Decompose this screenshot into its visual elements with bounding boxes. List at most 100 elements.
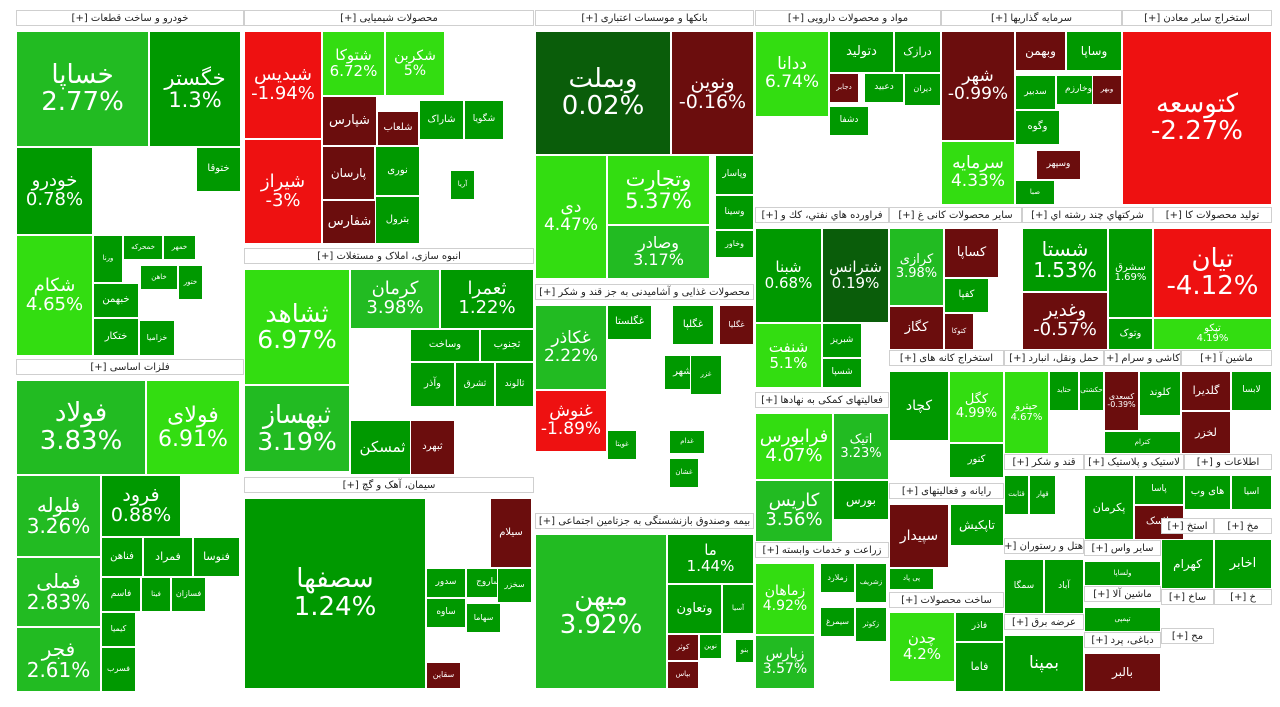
stock-tile[interactable]: اسیا [1231, 475, 1272, 510]
stock-tile[interactable]: شسپا [822, 358, 862, 388]
stock-tile[interactable]: فملی 2.83% [16, 557, 101, 627]
stock-tile[interactable]: سهاما [466, 603, 501, 633]
stock-tile[interactable]: فولاد 3.83% [16, 380, 146, 475]
stock-tile[interactable]: ثبهساز 3.19% [244, 385, 350, 472]
stock-tile[interactable]: شیراز -3% [244, 139, 322, 244]
stock-tile[interactable]: وبهر [1092, 75, 1122, 105]
stock-tile[interactable]: سیلام [490, 498, 532, 568]
stock-tile[interactable]: شبنا 0.68% [755, 228, 822, 323]
stock-tile[interactable]: های وب [1184, 475, 1231, 510]
stock-tile[interactable]: ختکار [93, 318, 139, 356]
stock-tile[interactable]: گلدیرا [1181, 371, 1231, 411]
sector-header[interactable]: عرضه برق [+] [1004, 614, 1084, 630]
sector-header[interactable]: ماشین آ [+] [1181, 350, 1272, 366]
stock-tile[interactable]: وگوه [1015, 110, 1060, 145]
stock-tile[interactable]: شبدیس -1.94% [244, 31, 322, 139]
stock-tile[interactable]: شنفت 5.1% [755, 323, 822, 388]
stock-tile[interactable]: غگلیا [719, 305, 754, 345]
stock-tile[interactable]: خمحرکه [123, 235, 163, 260]
stock-tile[interactable]: کگاز [889, 306, 944, 350]
stock-tile[interactable]: زکوثر [855, 607, 887, 642]
stock-tile[interactable]: سدبیر [1015, 75, 1056, 110]
sector-header[interactable]: حمل ونقل، انبارد [+] [1004, 350, 1104, 366]
stock-tile[interactable]: آباد [1044, 559, 1084, 614]
stock-tile[interactable]: سمگا [1004, 559, 1044, 614]
sector-header[interactable]: خ [+] [1214, 589, 1272, 605]
stock-tile[interactable]: فسرب [101, 647, 136, 692]
stock-tile[interactable]: سخزر [497, 568, 532, 603]
sector-header[interactable]: ماشین آلا [+] [1084, 586, 1161, 602]
sector-header[interactable]: انبوه سازی، املاک و مستغلات [+] [244, 248, 534, 264]
stock-tile[interactable]: ما 1.44% [667, 534, 754, 584]
sector-header[interactable]: فلزات اساسی [+] [16, 359, 244, 375]
sector-header[interactable]: سایر محصولات کانی غ [+] [889, 207, 1022, 223]
stock-tile[interactable]: وخاور [715, 230, 754, 258]
stock-tile[interactable]: شکام 4.65% [16, 235, 93, 356]
sector-header[interactable]: زراعت و خدمات وابسته [+] [755, 542, 889, 558]
stock-tile[interactable]: ثمسکن [350, 420, 415, 475]
stock-tile[interactable]: ثشرق [455, 362, 495, 407]
stock-tile[interactable]: شتوکا 6.72% [322, 31, 385, 96]
sector-header[interactable]: رایانه و فعالیتهای [+] [889, 483, 1004, 499]
stock-tile[interactable]: خبهمن [93, 283, 139, 318]
stock-tile[interactable]: تیان -4.12% [1153, 228, 1272, 318]
sector-header[interactable]: بیمه وصندوق بازنشستگی به جزتامین اجتماعی… [535, 513, 754, 529]
sector-header[interactable]: استخراج سایر معادن [+] [1122, 10, 1272, 26]
stock-tile[interactable]: دعبید [864, 73, 904, 103]
stock-tile[interactable]: فسازان [171, 577, 206, 612]
stock-tile[interactable]: شلعاب [377, 111, 419, 146]
sector-header[interactable]: دباغی، پرد [+] [1084, 632, 1161, 648]
stock-tile[interactable]: بنو [735, 639, 754, 663]
stock-tile[interactable]: اتیک 3.23% [833, 413, 889, 480]
stock-tile[interactable]: قثابت [1004, 475, 1029, 515]
stock-tile[interactable]: کترام [1104, 431, 1181, 454]
stock-tile[interactable]: خودرو 0.78% [16, 147, 93, 235]
stock-tile[interactable]: نوین [699, 634, 722, 659]
stock-tile[interactable]: صبا [1015, 180, 1055, 205]
stock-tile[interactable]: وسپهر [1036, 150, 1081, 180]
stock-tile[interactable]: غگلپا [672, 305, 714, 345]
stock-tile[interactable]: سقاین [426, 662, 461, 689]
sector-header[interactable]: استخراج کانه های [+] [889, 350, 1004, 366]
stock-tile[interactable]: کنور [949, 443, 1004, 478]
stock-tile[interactable]: غگلستا [607, 305, 652, 340]
stock-tile[interactable]: ساوه [426, 598, 466, 628]
stock-tile[interactable]: درازک [894, 31, 941, 73]
stock-tile[interactable]: لابسا [1231, 371, 1272, 411]
stock-tile[interactable]: وتعاون [667, 584, 722, 634]
sector-header[interactable]: فراورده هاي نفتي، كك و [+] [755, 207, 889, 223]
sector-header[interactable]: بانکها و موسسات اعتباری [+] [535, 10, 754, 26]
stock-tile[interactable]: کوثر [667, 634, 699, 661]
stock-tile[interactable]: میهن 3.92% [535, 534, 667, 689]
stock-tile[interactable]: شکربن 5% [385, 31, 445, 96]
sector-header[interactable]: مح [+] [1161, 628, 1214, 644]
stock-tile[interactable]: وتجارت 5.37% [607, 155, 710, 225]
stock-tile[interactable]: وپاسار [715, 155, 754, 195]
stock-tile[interactable]: پی پاد [889, 568, 934, 590]
sector-header[interactable]: ساخ [+] [1161, 589, 1214, 605]
stock-tile[interactable]: کتوکا [944, 313, 974, 350]
stock-tile[interactable]: حکشتی [1079, 371, 1104, 411]
stock-tile[interactable]: وصادر 3.17% [607, 225, 710, 279]
sector-header[interactable]: مواد و محصولات دارویی [+] [755, 10, 941, 26]
stock-tile[interactable]: فاذر [955, 612, 1004, 642]
stock-tile[interactable]: نوری [375, 146, 420, 196]
stock-tile[interactable]: کاریس 3.56% [755, 480, 833, 542]
stock-tile[interactable]: شفارس [322, 200, 377, 244]
stock-tile[interactable]: فلوله 3.26% [16, 475, 101, 557]
stock-tile[interactable]: خمهر [163, 235, 196, 260]
stock-tile[interactable]: ثالوند [495, 362, 534, 407]
stock-tile[interactable]: سرمایه 4.33% [941, 141, 1015, 205]
sector-header[interactable]: اطلاعات و [+] [1184, 454, 1272, 470]
stock-tile[interactable]: کچاد [889, 371, 949, 441]
stock-tile[interactable]: فجر 2.61% [16, 627, 101, 692]
stock-tile[interactable]: لخزر [1181, 411, 1231, 454]
sector-header[interactable]: قند و شکر [+] [1004, 454, 1084, 470]
stock-tile[interactable]: سشرق 1.69% [1108, 228, 1153, 318]
sector-header[interactable]: شرکتهاي چند رشته اي [+] [1022, 207, 1153, 223]
stock-tile[interactable]: خساپا 2.77% [16, 31, 149, 147]
stock-tile[interactable]: ثعمرا 1.22% [440, 269, 534, 329]
stock-tile[interactable]: شهر -0.99% [941, 31, 1015, 141]
stock-tile[interactable]: فناهن [101, 537, 143, 577]
stock-tile[interactable]: شگویا [464, 100, 504, 140]
